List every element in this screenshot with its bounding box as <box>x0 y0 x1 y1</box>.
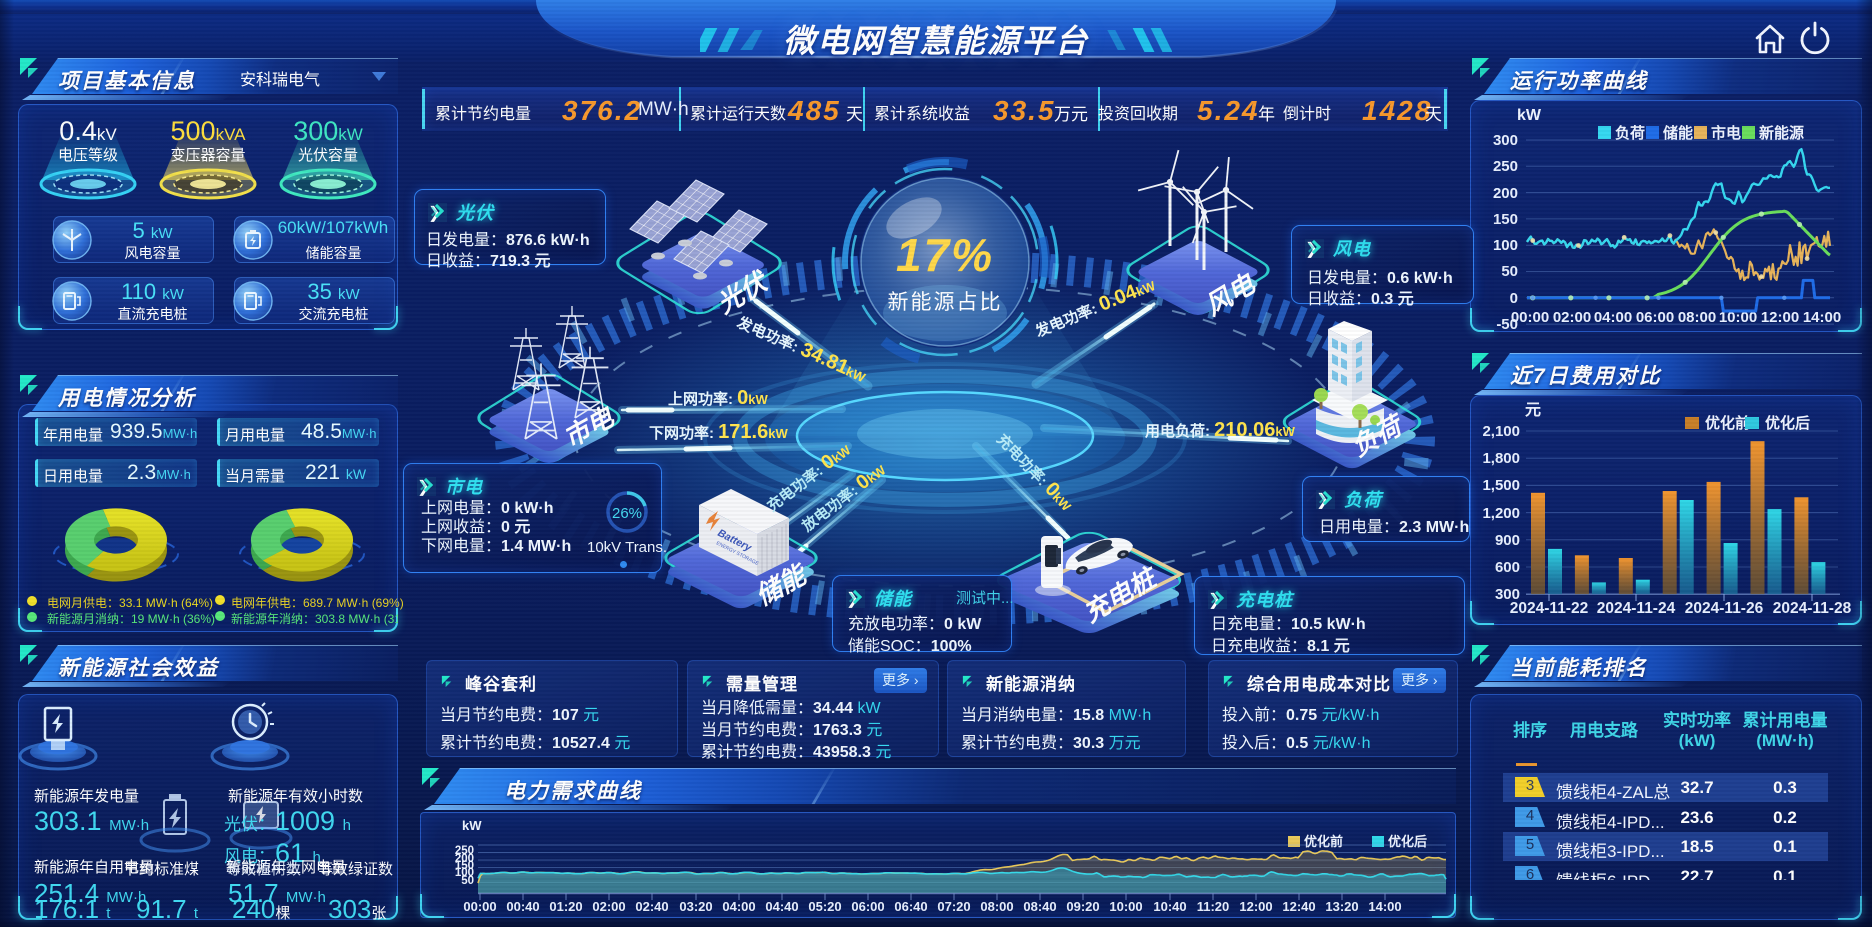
svg-text:06:00: 06:00 <box>1636 309 1674 326</box>
svg-text:100: 100 <box>1493 237 1518 254</box>
svg-text:元: 元 <box>1525 402 1541 419</box>
svg-text:04:40: 04:40 <box>765 899 798 914</box>
svg-text:12:00: 12:00 <box>1239 899 1272 914</box>
svg-text:00:00: 00:00 <box>1511 309 1549 326</box>
svg-text:250: 250 <box>455 845 474 857</box>
svg-text:2,100: 2,100 <box>1482 423 1520 440</box>
svg-text:09:20: 09:20 <box>1066 899 1099 914</box>
svg-text:08:40: 08:40 <box>1023 899 1056 914</box>
svg-text:优化前: 优化前 <box>1304 834 1343 849</box>
svg-text:kW: kW <box>1517 107 1542 124</box>
svg-text:14:00: 14:00 <box>1803 309 1841 326</box>
svg-text:1,500: 1,500 <box>1482 477 1520 494</box>
svg-text:08:00: 08:00 <box>980 899 1013 914</box>
svg-text:08:00: 08:00 <box>1678 309 1716 326</box>
svg-text:优化前: 优化前 <box>1705 414 1750 432</box>
svg-text:00:00: 00:00 <box>463 899 496 914</box>
svg-text:02:00: 02:00 <box>1553 309 1591 326</box>
svg-text:13:20: 13:20 <box>1325 899 1358 914</box>
svg-text:14:00: 14:00 <box>1368 899 1401 914</box>
svg-text:300: 300 <box>1493 132 1518 149</box>
svg-text:市电: 市电 <box>1711 124 1741 142</box>
svg-text:2024-11-22: 2024-11-22 <box>1510 600 1588 617</box>
svg-text:新能源: 新能源 <box>1759 124 1804 142</box>
svg-text:250: 250 <box>1493 158 1518 175</box>
svg-text:06:40: 06:40 <box>894 899 927 914</box>
svg-text:50: 50 <box>1501 263 1518 280</box>
svg-text:05:20: 05:20 <box>808 899 841 914</box>
svg-text:下网功率: 171.6kW: 下网功率: 171.6kW <box>649 421 788 443</box>
svg-text:储能: 储能 <box>1663 124 1693 142</box>
svg-text:10:00: 10:00 <box>1719 309 1757 326</box>
svg-text:00:40: 00:40 <box>506 899 539 914</box>
svg-text:0: 0 <box>1510 290 1518 307</box>
svg-text:1,200: 1,200 <box>1482 505 1520 522</box>
svg-text:02:40: 02:40 <box>635 899 668 914</box>
svg-text:12:40: 12:40 <box>1282 899 1315 914</box>
svg-text:上网功率: 0kW: 上网功率: 0kW <box>668 387 769 409</box>
svg-text:负荷: 负荷 <box>1615 124 1645 142</box>
svg-text:100: 100 <box>455 867 474 879</box>
svg-text:-50: -50 <box>1496 316 1518 332</box>
svg-text:2024-11-24: 2024-11-24 <box>1597 600 1676 617</box>
svg-text:200: 200 <box>1493 185 1518 202</box>
svg-text:2024-11-28: 2024-11-28 <box>1773 600 1852 617</box>
svg-text:600: 600 <box>1495 559 1520 576</box>
svg-text:150: 150 <box>455 860 474 872</box>
svg-text:kW: kW <box>462 818 482 833</box>
svg-text:04:00: 04:00 <box>722 899 755 914</box>
svg-text:优化后: 优化后 <box>1765 414 1810 432</box>
svg-text:03:20: 03:20 <box>679 899 712 914</box>
svg-text:06:00: 06:00 <box>851 899 884 914</box>
svg-text:200: 200 <box>455 853 474 865</box>
svg-text:50: 50 <box>461 875 474 887</box>
svg-text:2024-11-26: 2024-11-26 <box>1685 600 1764 617</box>
svg-text:新能源占比: 新能源占比 <box>888 291 1003 314</box>
svg-text:01:20: 01:20 <box>549 899 582 914</box>
svg-text:11:20: 11:20 <box>1197 899 1230 914</box>
svg-text:用电负荷: 210.06kW: 用电负荷: 210.06kW <box>1145 419 1296 441</box>
svg-text:02:00: 02:00 <box>592 899 625 914</box>
svg-text:10:40: 10:40 <box>1153 899 1186 914</box>
svg-text:17%: 17% <box>896 229 994 281</box>
svg-text:150: 150 <box>1493 211 1518 228</box>
svg-text:1,800: 1,800 <box>1482 450 1520 467</box>
svg-text:300: 300 <box>1495 586 1520 603</box>
svg-text:优化后: 优化后 <box>1388 834 1427 849</box>
svg-text:10:00: 10:00 <box>1109 899 1142 914</box>
svg-text:26%: 26% <box>612 505 642 522</box>
svg-text:04:00: 04:00 <box>1594 309 1632 326</box>
svg-text:900: 900 <box>1495 532 1520 549</box>
svg-text:12:00: 12:00 <box>1761 309 1799 326</box>
svg-text:07:20: 07:20 <box>937 899 970 914</box>
